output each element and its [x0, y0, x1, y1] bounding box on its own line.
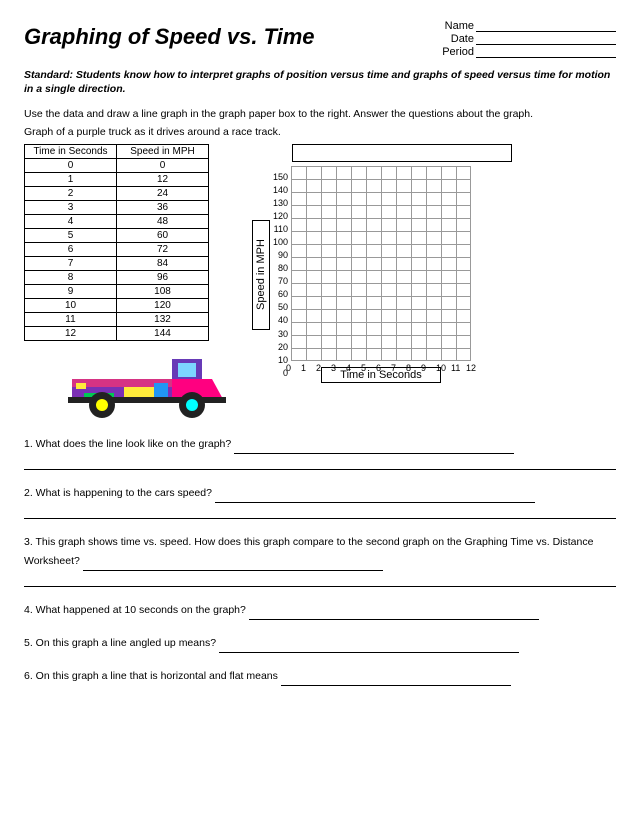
- q5-blank[interactable]: [219, 652, 519, 653]
- graph-grid[interactable]: [291, 166, 471, 361]
- question-1: 1. What does the line look like on the g…: [24, 435, 616, 470]
- table-row: 12144: [25, 327, 209, 341]
- table-header-time: Time in Seconds: [25, 145, 117, 159]
- date-label: Date: [451, 33, 474, 45]
- data-table: Time in Seconds Speed in MPH 00112224336…: [24, 144, 209, 341]
- q6-blank[interactable]: [281, 685, 511, 686]
- table-cell: 0: [25, 159, 117, 173]
- student-meta: Name Date Period: [442, 20, 616, 59]
- table-cell: 24: [117, 187, 209, 201]
- grid-and-x: 0123456789101112 Time in Seconds: [291, 166, 471, 383]
- table-row: 9108: [25, 285, 209, 299]
- table-cell: 3: [25, 201, 117, 215]
- table-cell: 108: [117, 285, 209, 299]
- table-row: 336: [25, 201, 209, 215]
- period-blank[interactable]: [476, 57, 616, 58]
- q6-text: 6. On this graph a line that is horizont…: [24, 670, 278, 682]
- mid-section: Time in Seconds Speed in MPH 00112224336…: [24, 144, 616, 425]
- table-cell: 6: [25, 243, 117, 257]
- chart-column: Speed in MPH 150140130120110100908070605…: [252, 144, 616, 383]
- table-cell: 5: [25, 229, 117, 243]
- table-row: 10120: [25, 299, 209, 313]
- chart-title-box[interactable]: [292, 144, 512, 162]
- name-label: Name: [445, 20, 474, 32]
- table-cell: 8: [25, 271, 117, 285]
- table-row: 784: [25, 257, 209, 271]
- date-blank[interactable]: [476, 44, 616, 45]
- question-3: 3. This graph shows time vs. speed. How …: [24, 533, 616, 587]
- table-cell: 9: [25, 285, 117, 299]
- table-cell: 2: [25, 187, 117, 201]
- table-cell: 4: [25, 215, 117, 229]
- table-cell: 60: [117, 229, 209, 243]
- table-row: 224: [25, 187, 209, 201]
- table-row: 896: [25, 271, 209, 285]
- table-cell: 84: [117, 257, 209, 271]
- table-cell: 1: [25, 173, 117, 187]
- q4-text: 4. What happened at 10 seconds on the gr…: [24, 604, 246, 616]
- table-cell: 11: [25, 313, 117, 327]
- table-cell: 48: [117, 215, 209, 229]
- q3-text: 3. This graph shows time vs. speed. How …: [24, 536, 593, 567]
- table-cell: 7: [25, 257, 117, 271]
- question-6: 6. On this graph a line that is horizont…: [24, 667, 616, 686]
- standard-text: Standard: Students know how to interpret…: [24, 69, 616, 96]
- table-row: 672: [25, 243, 209, 257]
- q1-text: 1. What does the line look like on the g…: [24, 438, 231, 450]
- left-column: Time in Seconds Speed in MPH 00112224336…: [24, 144, 234, 425]
- table-header-speed: Speed in MPH: [117, 145, 209, 159]
- table-cell: 96: [117, 271, 209, 285]
- table-cell: 132: [117, 313, 209, 327]
- q2-blank-2[interactable]: [24, 507, 616, 519]
- question-4: 4. What happened at 10 seconds on the gr…: [24, 601, 616, 620]
- table-cell: 36: [117, 201, 209, 215]
- table-cell: 144: [117, 327, 209, 341]
- q5-text: 5. On this graph a line angled up means?: [24, 637, 216, 649]
- q4-blank[interactable]: [249, 619, 539, 620]
- y-axis-label: Speed in MPH: [252, 220, 270, 330]
- page-title: Graphing of Speed vs. Time: [24, 20, 315, 50]
- question-5: 5. On this graph a line angled up means?: [24, 634, 616, 653]
- questions: 1. What does the line look like on the g…: [24, 435, 616, 685]
- instruction-text: Use the data and draw a line graph in th…: [24, 108, 616, 120]
- question-2: 2. What is happening to the cars speed?: [24, 484, 616, 519]
- table-row: 112: [25, 173, 209, 187]
- header: Graphing of Speed vs. Time Name Date Per…: [24, 20, 616, 59]
- table-cell: 12: [117, 173, 209, 187]
- table-row: 00: [25, 159, 209, 173]
- q2-text: 2. What is happening to the cars speed?: [24, 487, 212, 499]
- period-label: Period: [442, 46, 474, 58]
- table-cell: 120: [117, 299, 209, 313]
- q1-blank[interactable]: [234, 453, 514, 454]
- chart: Speed in MPH 150140130120110100908070605…: [252, 166, 616, 383]
- q3-blank-2[interactable]: [24, 575, 616, 587]
- truck-illustration: [64, 347, 234, 425]
- table-cell: 72: [117, 243, 209, 257]
- table-cell: 0: [117, 159, 209, 173]
- name-blank[interactable]: [476, 31, 616, 32]
- table-cell: 12: [25, 327, 117, 341]
- table-row: 560: [25, 229, 209, 243]
- table-row: 11132: [25, 313, 209, 327]
- table-cell: 10: [25, 299, 117, 313]
- q2-blank[interactable]: [215, 502, 535, 503]
- q3-blank[interactable]: [83, 570, 383, 571]
- table-row: 448: [25, 215, 209, 229]
- y-ticks: 1501401301201101009080706050403020100: [273, 177, 291, 373]
- caption-text: Graph of a purple truck as it drives aro…: [24, 126, 616, 138]
- q1-blank-2[interactable]: [24, 458, 616, 470]
